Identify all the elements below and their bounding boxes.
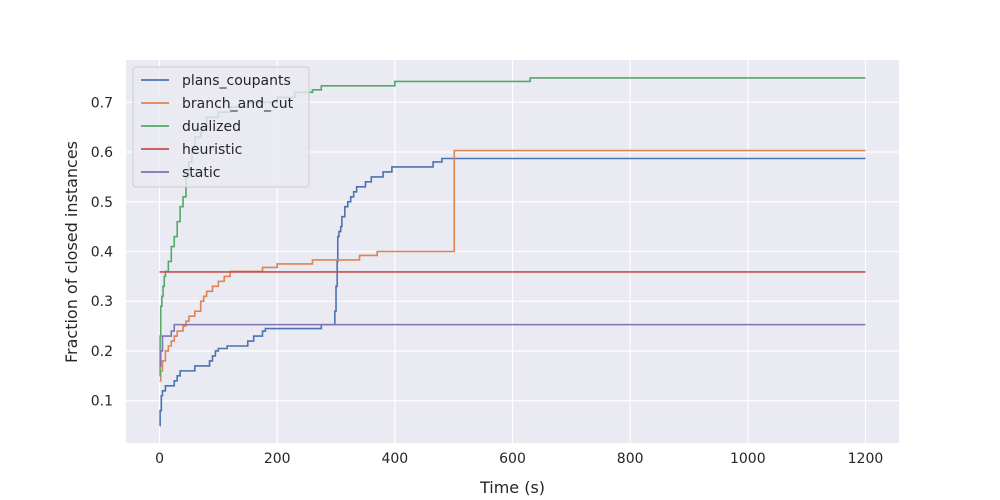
legend-label: heuristic	[182, 142, 242, 158]
y-tick-label: 0.3	[91, 294, 113, 310]
legend-label: plans_coupants	[182, 73, 291, 89]
y-tick-label: 0.4	[91, 245, 113, 261]
x-tick-label: 1000	[730, 451, 766, 467]
legend-label: branch_and_cut	[182, 96, 294, 112]
x-tick-label: 200	[264, 451, 291, 467]
y-tick-label: 0.7	[91, 95, 113, 111]
y-axis-label: Fraction of closed instances	[62, 141, 81, 363]
x-axis-label: Time (s)	[479, 478, 545, 497]
x-tick-label: 1200	[848, 451, 884, 467]
x-tick-label: 800	[617, 451, 644, 467]
legend-label: static	[182, 165, 220, 181]
y-tick-label: 0.1	[91, 394, 113, 410]
legend-label: dualized	[182, 119, 241, 135]
legend-box	[132, 66, 310, 188]
series-line-plans-coupants	[159, 157, 866, 427]
y-axis-ticks: 0.1 0.2 0.3 0.4 0.5 0.6 0.7	[91, 95, 113, 409]
series-line-branch-and-cut	[159, 149, 866, 382]
x-tick-label: 0	[155, 451, 164, 467]
legend: plans_coupants branch_and_cut dualized heur…	[132, 66, 310, 188]
x-tick-label: 600	[499, 451, 526, 467]
y-tick-label: 0.6	[91, 145, 113, 161]
series-line-static	[159, 323, 866, 367]
y-tick-label: 0.5	[91, 195, 113, 211]
x-axis-ticks: 0 200 400 600 800 1000 1200	[155, 451, 883, 467]
x-tick-label: 400	[381, 451, 408, 467]
y-tick-label: 0.2	[91, 344, 113, 360]
